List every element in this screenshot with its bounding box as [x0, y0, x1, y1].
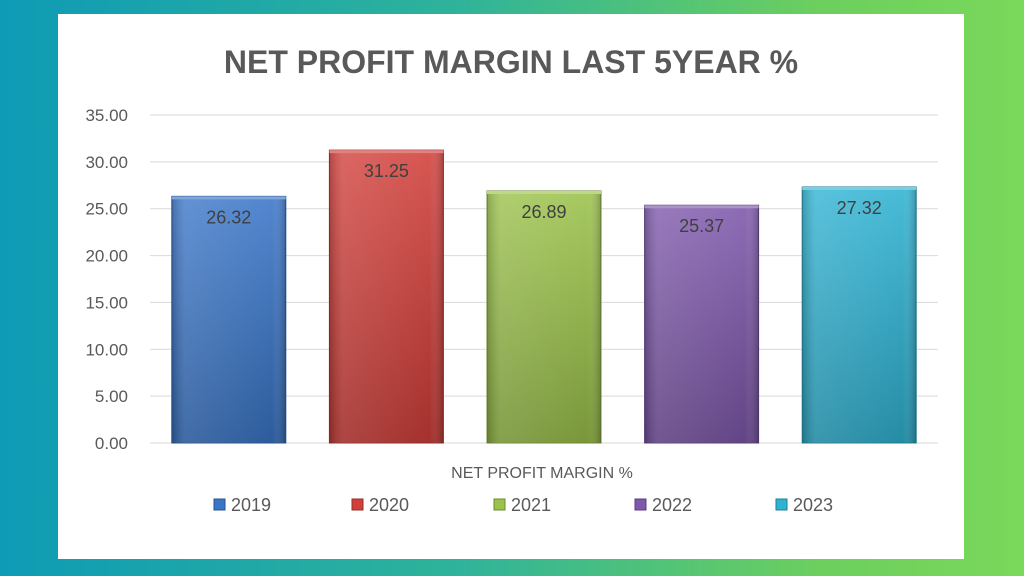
bar-2021: 26.89	[486, 190, 602, 444]
bar-2022: 25.37	[644, 204, 760, 444]
data-label-2020: 31.25	[364, 161, 409, 181]
legend-label: 2019	[231, 495, 271, 515]
legend-label: 2023	[793, 495, 833, 515]
bar-2021-top	[487, 191, 601, 195]
y-tick-label: 20.00	[85, 247, 128, 266]
legend-item-2019: 2019	[213, 495, 271, 515]
legend-swatch	[351, 498, 364, 511]
legend-swatch	[493, 498, 506, 511]
y-tick-label: 35.00	[85, 106, 128, 125]
bar-2023-shine	[802, 186, 917, 443]
bar-2021-shine	[487, 191, 601, 443]
y-axis: 35.00 30.00 25.00 20.00 15.00 10.00 5.00 0.00	[85, 106, 128, 453]
data-label-2019: 26.32	[206, 207, 251, 227]
y-tick-label: 30.00	[85, 153, 128, 172]
chart-title: NET PROFIT MARGIN LAST 5YEAR %	[224, 44, 798, 80]
legend-label: 2022	[652, 495, 692, 515]
bar-2020-shine	[329, 150, 444, 443]
bar-2022-top	[644, 205, 759, 209]
bar-2020: 31.25	[328, 149, 444, 444]
bar-2022-shine	[644, 205, 759, 443]
y-tick-label: 0.00	[95, 434, 128, 453]
data-label-2023: 27.32	[837, 198, 882, 218]
legend-label: 2020	[369, 495, 409, 515]
legend: 2019 2020 2021 2022 2023	[213, 495, 833, 515]
y-tick-label: 5.00	[95, 387, 128, 406]
bar-chart: NET PROFIT MARGIN LAST 5YEAR % 35.00 30.0…	[85, 44, 938, 515]
y-tick-label: 15.00	[85, 293, 128, 312]
legend-item-2021: 2021	[493, 495, 551, 515]
legend-swatch	[213, 498, 226, 511]
bars: 26.32 31.25 26.89 25.37 27.32	[171, 149, 917, 444]
legend-item-2022: 2022	[634, 495, 692, 515]
bar-2019-top	[171, 196, 286, 200]
legend-label: 2021	[511, 495, 551, 515]
legend-swatch	[634, 498, 647, 511]
bar-2019-shine	[171, 196, 286, 443]
data-label-2021: 26.89	[521, 202, 566, 222]
bar-2023: 27.32	[801, 186, 917, 444]
bar-2020-top	[329, 150, 444, 154]
chart-card: NET PROFIT MARGIN LAST 5YEAR % 35.00 30.0…	[58, 14, 964, 559]
bar-2019: 26.32	[171, 195, 287, 444]
legend-item-2020: 2020	[351, 495, 409, 515]
y-tick-label: 10.00	[85, 340, 128, 359]
legend-item-2023: 2023	[775, 495, 833, 515]
y-tick-label: 25.00	[85, 200, 128, 219]
legend-swatch	[775, 498, 788, 511]
bar-2023-top	[802, 186, 917, 190]
data-label-2022: 25.37	[679, 216, 724, 236]
x-axis-label: NET PROFIT MARGIN %	[451, 465, 633, 482]
